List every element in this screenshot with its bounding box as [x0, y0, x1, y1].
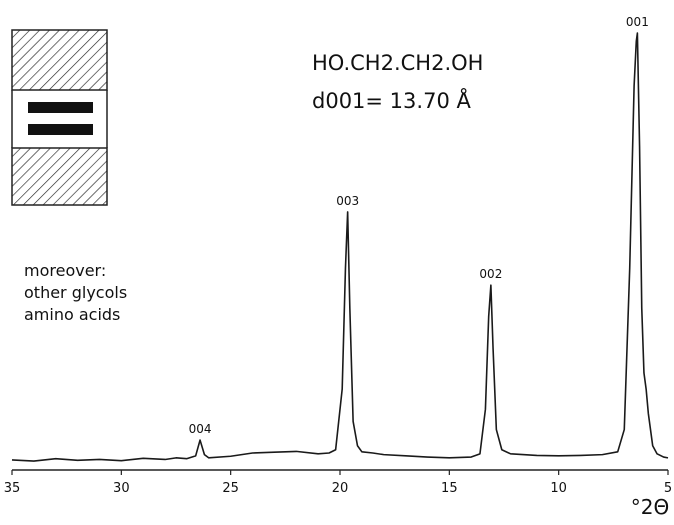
- spectrum-line: [11, 32, 669, 462]
- x-tick-label: 30: [113, 481, 130, 496]
- peak-label: 002: [479, 267, 502, 281]
- chart-title: HO.CH2.CH2.OH: [312, 51, 483, 75]
- x-tick-label: 5: [664, 481, 672, 496]
- x-axis-label: °2Θ: [631, 495, 669, 519]
- peak-label: 004: [189, 422, 212, 436]
- annotation: other glycols: [24, 283, 127, 302]
- x-tick-label: 35: [4, 481, 21, 496]
- x-tick-label: 20: [332, 481, 349, 496]
- peak-label: 003: [336, 194, 359, 208]
- chart-subtitle: d001= 13.70 Å: [312, 87, 471, 113]
- layer-diagram: [11, 29, 108, 206]
- x-tick-label: 10: [550, 481, 567, 496]
- x-tick-label: 25: [222, 481, 239, 496]
- annotation: moreover:: [24, 261, 106, 280]
- peak-label: 001: [626, 15, 649, 29]
- annotation: amino acids: [24, 305, 120, 324]
- x-tick-label: 15: [441, 481, 458, 496]
